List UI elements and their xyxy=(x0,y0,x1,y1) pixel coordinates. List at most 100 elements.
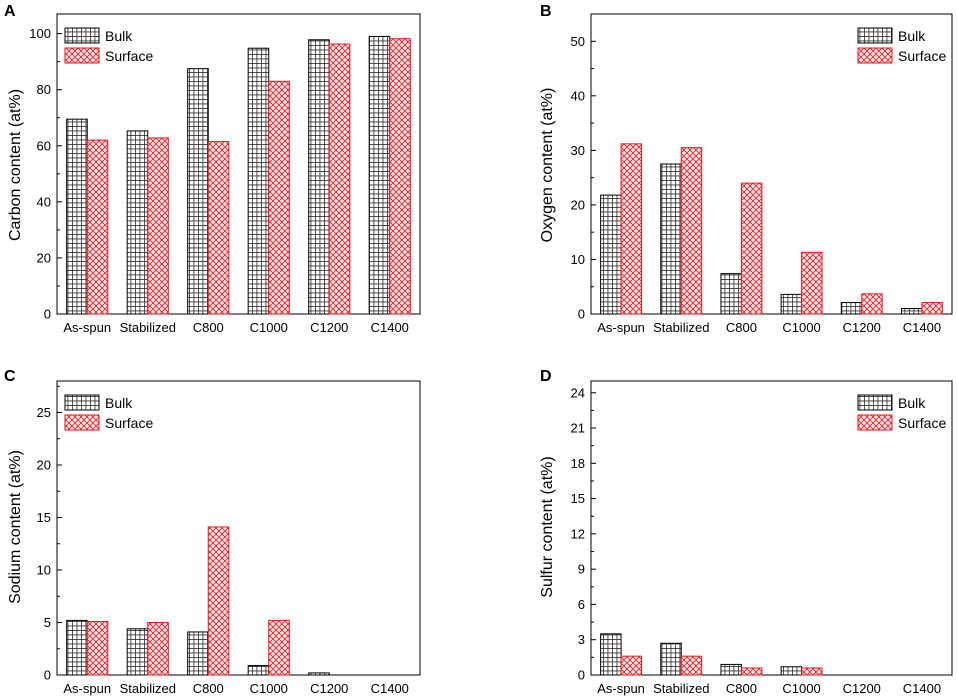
legend-swatch xyxy=(64,27,100,44)
surface-bar xyxy=(207,141,230,315)
surface-bar xyxy=(620,655,643,676)
axes-frame xyxy=(590,380,953,676)
legend-swatch xyxy=(857,394,893,411)
y-tick-label: 15 xyxy=(571,491,585,506)
bulk-bar xyxy=(720,273,742,315)
panel-b: B Oxygen content (at%) 0 10 20 30 40 50 As-spu… xyxy=(539,3,953,335)
y-tick-label: 12 xyxy=(571,526,585,541)
y-tick-label: 0 xyxy=(578,307,585,322)
y-tick-label: 0 xyxy=(578,668,585,683)
surface-bar xyxy=(620,143,643,315)
legend-swatch xyxy=(857,414,893,431)
x-tick-label: C1200 xyxy=(310,681,348,696)
surface-bar xyxy=(86,139,109,315)
surface-bar xyxy=(207,526,230,676)
y-tick-label: 18 xyxy=(571,456,585,471)
bulk-bar xyxy=(600,194,622,315)
bulk-bar xyxy=(780,293,803,315)
y-tick-label: 30 xyxy=(571,143,585,158)
bulk-bar xyxy=(187,631,209,676)
y-tick-label: 10 xyxy=(571,252,585,267)
surface-bar xyxy=(147,622,169,676)
legend-label: Bulk xyxy=(898,395,926,411)
legend-label: Bulk xyxy=(105,28,133,44)
legend-label: Surface xyxy=(898,415,946,431)
bulk-bar xyxy=(720,663,742,676)
bulk-bar xyxy=(187,68,209,315)
y-axis-title: Oxygen content (at%) xyxy=(539,88,556,243)
surface-bar xyxy=(268,80,290,315)
surface-bar xyxy=(680,147,703,315)
bulk-bar xyxy=(66,118,88,315)
y-tick-label: 24 xyxy=(571,385,585,400)
surface-bar xyxy=(268,619,290,676)
bulk-bar xyxy=(66,619,88,676)
y-tick-label: 0 xyxy=(44,668,51,683)
axes-frame xyxy=(56,380,421,676)
plot-area: 0 5 10 15 20 25 As-spun Stabilized C800 C1000 C120… xyxy=(37,380,421,696)
panel-c: C Sodium content (at%) 0 5 10 15 20 25 As-spun… xyxy=(4,368,421,696)
y-tick-label: 9 xyxy=(578,562,585,577)
surface-bar xyxy=(680,655,703,676)
bulk-bar xyxy=(660,642,682,676)
bulk-bar xyxy=(126,628,149,676)
x-tick-label: C800 xyxy=(726,320,757,335)
surface-bar xyxy=(389,38,411,315)
y-tick-label: 40 xyxy=(37,194,51,209)
y-axis-title: Carbon content (at%) xyxy=(7,89,24,241)
legend-swatch xyxy=(64,394,100,411)
x-tick-label: Stabilized xyxy=(653,320,709,335)
x-tick-label: C1000 xyxy=(250,681,288,696)
x-tick-label: As-spun xyxy=(597,320,645,335)
bulk-bar xyxy=(660,163,682,315)
y-tick-label: 0 xyxy=(44,307,51,322)
bulk-bar xyxy=(308,672,330,676)
x-tick-label: C1400 xyxy=(371,320,409,335)
y-tick-label: 10 xyxy=(37,563,51,578)
legend-swatch xyxy=(857,27,893,44)
y-tick-label: 20 xyxy=(37,458,51,473)
surface-bar xyxy=(861,293,883,315)
plot-area: 0 20 40 60 80 100 As-spun Stabilized C800 C1000 C1… xyxy=(29,13,421,335)
panel-label-c: C xyxy=(4,368,16,385)
y-tick-label: 3 xyxy=(578,632,585,647)
bulk-bar xyxy=(126,130,149,315)
legend-swatch xyxy=(64,47,100,64)
legend-label: Bulk xyxy=(105,395,133,411)
x-tick-label: Stabilized xyxy=(653,681,709,696)
legend-label: Bulk xyxy=(898,28,926,44)
y-tick-label: 6 xyxy=(578,597,585,612)
panel-label-a: A xyxy=(4,3,16,20)
bulk-bar xyxy=(308,39,330,315)
panel-a: A Carbon content (at%) 0 20 40 60 80 100 As-sp… xyxy=(4,3,421,335)
x-tick-label: Stabilized xyxy=(120,320,176,335)
surface-bar xyxy=(740,182,763,315)
bulk-bar xyxy=(840,302,863,315)
y-tick-label: 60 xyxy=(37,138,51,153)
y-tick-label: 80 xyxy=(37,82,51,97)
x-tick-label: C1000 xyxy=(782,320,820,335)
x-tick-label: C800 xyxy=(726,681,757,696)
x-tick-label: C1400 xyxy=(903,681,941,696)
y-axis-title: Sodium content (at%) xyxy=(7,450,24,604)
bulk-bar xyxy=(600,633,622,676)
y-tick-label: 5 xyxy=(44,615,51,630)
bulk-bar xyxy=(247,47,270,315)
panel-d: D Sulfur content (at%) 0 3 6 9 12 15 18 21 24 As-… xyxy=(539,368,953,696)
legend-swatch xyxy=(857,47,893,64)
x-tick-label: As-spun xyxy=(597,681,645,696)
plot-area: 0 10 20 30 40 50 As-spun Stabilized C800 C1000 C12… xyxy=(571,13,953,335)
surface-bar xyxy=(801,667,823,676)
surface-bar xyxy=(328,43,351,315)
x-tick-label: C800 xyxy=(193,320,224,335)
surface-bar xyxy=(740,667,763,676)
x-tick-label: As-spun xyxy=(63,320,111,335)
plot-area: 0 3 6 9 12 15 18 21 24 As-spun Stabilized C800 C1000… xyxy=(571,380,953,696)
y-tick-label: 15 xyxy=(37,510,51,525)
y-tick-label: 21 xyxy=(571,421,585,436)
x-tick-label: C1200 xyxy=(843,681,881,696)
y-axis-title: Sulfur content (at%) xyxy=(539,456,556,597)
x-tick-label: C800 xyxy=(193,681,224,696)
x-tick-label: As-spun xyxy=(63,681,111,696)
